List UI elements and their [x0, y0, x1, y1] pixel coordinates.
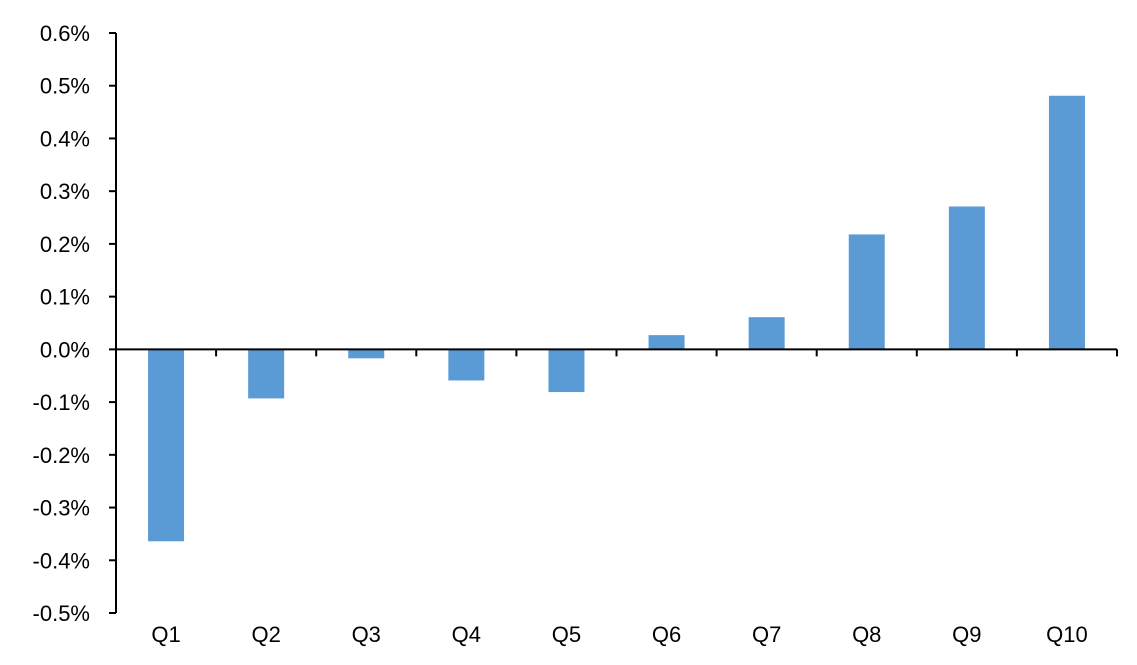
bar-q2	[248, 349, 285, 399]
y-tick-label: -0.4%	[33, 548, 90, 573]
x-tick-label: Q9	[952, 622, 981, 647]
bar-q7	[748, 317, 785, 350]
y-tick-label: 0.5%	[40, 74, 90, 99]
bar-q8	[848, 234, 885, 350]
y-tick-label: 0.1%	[40, 285, 90, 310]
y-tick-label: -0.5%	[33, 601, 90, 626]
x-tick-label: Q2	[251, 622, 280, 647]
y-tick-label: 0.6%	[40, 21, 90, 46]
bar-q5	[548, 349, 585, 393]
x-tick-label: Q8	[852, 622, 881, 647]
x-tick-label: Q7	[752, 622, 781, 647]
x-tick-label: Q10	[1046, 622, 1088, 647]
bar-q4	[448, 349, 485, 381]
y-tick-label: -0.2%	[33, 443, 90, 468]
y-tick-label: 0.3%	[40, 179, 90, 204]
bar-q9	[948, 206, 985, 350]
x-tick-label: Q5	[552, 622, 581, 647]
y-tick-label: 0.4%	[40, 126, 90, 151]
x-tick-label: Q1	[151, 622, 180, 647]
bar-q1	[148, 349, 185, 542]
bar-q10	[1048, 95, 1085, 350]
y-tick-label: -0.1%	[33, 390, 90, 415]
y-tick-label: 0.0%	[40, 337, 90, 362]
x-tick-label: Q4	[452, 622, 481, 647]
x-tick-label: Q3	[352, 622, 381, 647]
y-tick-label: 0.2%	[40, 232, 90, 257]
y-tick-label: -0.3%	[33, 496, 90, 521]
bar-q6	[648, 335, 685, 350]
bar-q3	[348, 349, 385, 359]
x-tick-label: Q6	[652, 622, 681, 647]
